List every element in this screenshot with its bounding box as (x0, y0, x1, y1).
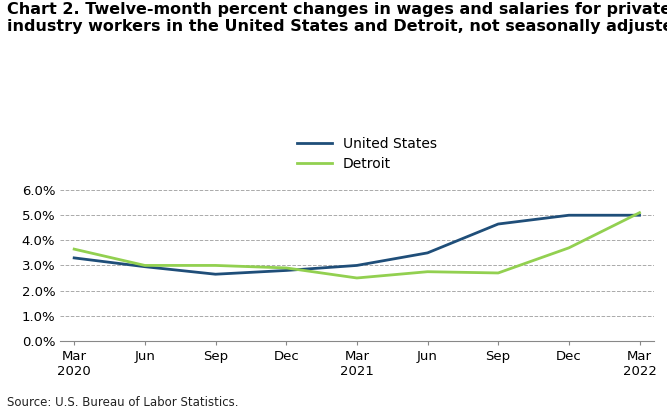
United States (353, 263, 361, 268)
United States (141, 264, 149, 269)
United States (636, 213, 644, 218)
Detroit (353, 275, 361, 280)
Detroit (636, 210, 644, 215)
Text: Chart 2. Twelve-month percent changes in wages and salaries for private
industry: Chart 2. Twelve-month percent changes in… (7, 2, 667, 34)
United States (282, 268, 290, 273)
United States (565, 213, 573, 218)
Line: United States: United States (74, 215, 640, 274)
Detroit (494, 271, 502, 275)
Detroit (70, 247, 78, 252)
United States (70, 255, 78, 260)
Detroit (565, 245, 573, 250)
Detroit (211, 263, 219, 268)
Legend: United States, Detroit: United States, Detroit (297, 137, 437, 171)
Text: Source: U.S. Bureau of Labor Statistics.: Source: U.S. Bureau of Labor Statistics. (7, 396, 238, 409)
Detroit (424, 269, 432, 274)
Detroit (282, 266, 290, 271)
United States (211, 272, 219, 277)
United States (494, 221, 502, 226)
Line: Detroit: Detroit (74, 213, 640, 278)
Detroit (141, 263, 149, 268)
United States (424, 250, 432, 255)
